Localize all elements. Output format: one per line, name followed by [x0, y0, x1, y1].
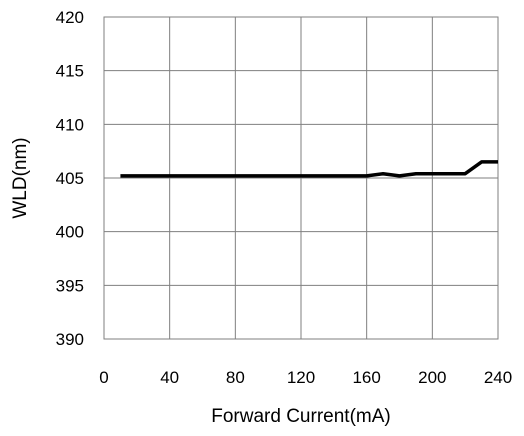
y-tick-label: 420 [56, 8, 84, 27]
x-axis-tick-labels: 0 40 80 120 160 200 240 [99, 368, 512, 387]
series-line [120, 160, 498, 178]
x-tick-label: 0 [99, 368, 108, 387]
y-tick-label: 415 [56, 62, 84, 81]
x-tick-label: 160 [352, 368, 380, 387]
x-tick-label: 120 [287, 368, 315, 387]
y-axis-tick-labels: 390 395 400 405 410 415 420 [56, 8, 84, 349]
x-tick-label: 240 [484, 368, 512, 387]
y-axis-title: WLD(nm) [10, 137, 31, 218]
y-tick-label: 395 [56, 276, 84, 295]
y-tick-label: 410 [56, 115, 84, 134]
y-tick-label: 400 [56, 223, 84, 242]
x-tick-label: 40 [160, 368, 179, 387]
x-tick-label: 80 [226, 368, 245, 387]
x-tick-label: 200 [418, 368, 446, 387]
grid [103, 16, 499, 340]
y-tick-label: 405 [56, 169, 84, 188]
x-axis-title: Forward Current(mA) [211, 406, 390, 427]
plot-area-frame [103, 16, 499, 340]
series-layer [120, 160, 498, 178]
y-tick-label: 390 [56, 330, 84, 349]
